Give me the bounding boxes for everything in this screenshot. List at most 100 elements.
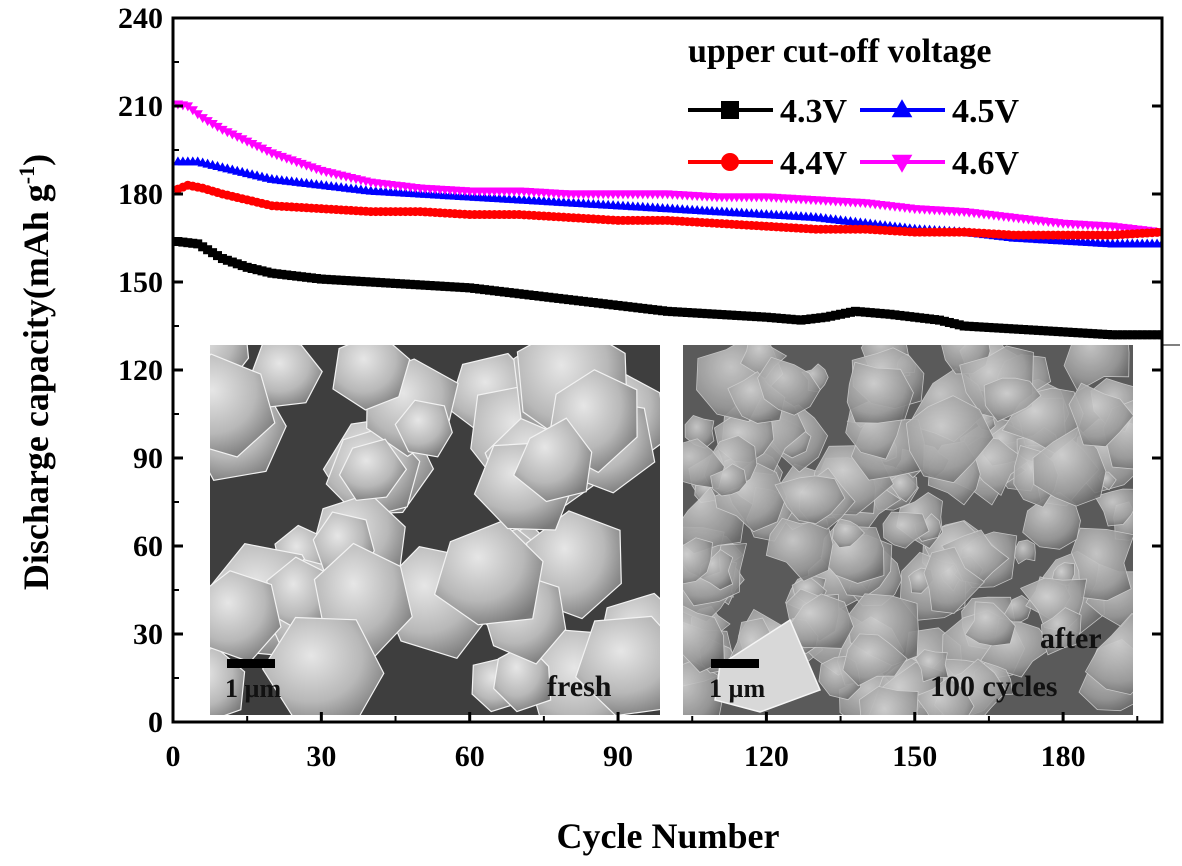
data-point	[944, 317, 954, 327]
data-point	[257, 266, 267, 276]
data-point	[391, 278, 401, 288]
series-layer	[173, 100, 1162, 340]
data-point	[811, 313, 821, 323]
y-axis-title: Discharge capacity(mAh g-1)	[14, 154, 56, 590]
data-point	[648, 305, 658, 315]
data-point	[875, 308, 885, 318]
data-point	[1132, 330, 1142, 340]
y-tick-label: 240	[118, 2, 163, 35]
data-point	[420, 280, 430, 290]
data-point	[722, 310, 732, 320]
data-point	[489, 286, 499, 296]
sem-image-after	[683, 345, 1133, 715]
data-point	[227, 130, 238, 140]
y-tick-label: 210	[118, 90, 163, 123]
data-point	[910, 312, 920, 322]
x-tick-label: 120	[744, 740, 789, 773]
data-point	[1127, 330, 1137, 340]
data-point	[836, 309, 846, 319]
data-point	[499, 287, 509, 297]
data-point	[193, 239, 203, 249]
data-point	[237, 135, 248, 145]
degraded-grain	[1094, 488, 1133, 527]
data-point	[400, 279, 410, 289]
data-point	[672, 307, 682, 317]
data-point	[915, 313, 925, 323]
data-point	[623, 302, 633, 312]
data-point	[1068, 327, 1078, 337]
data-point	[939, 316, 949, 326]
data-point	[529, 290, 539, 300]
data-point	[806, 314, 816, 324]
degraded-grain	[1014, 539, 1036, 565]
data-point	[292, 271, 302, 281]
data-point	[213, 251, 223, 261]
data-point	[405, 279, 415, 289]
data-point	[930, 315, 940, 325]
legend-entry-4.6V: 4.6V	[860, 145, 1020, 182]
data-point	[934, 315, 944, 325]
data-point	[638, 303, 648, 313]
data-point	[534, 291, 544, 301]
data-point	[1019, 325, 1029, 335]
data-point	[890, 310, 900, 320]
legend-label: 4.3V	[780, 93, 848, 130]
data-point	[1137, 330, 1147, 340]
data-point	[752, 312, 762, 322]
data-point	[831, 310, 841, 320]
data-point	[272, 269, 282, 279]
data-point	[900, 311, 910, 321]
data-point	[559, 294, 569, 304]
data-point	[687, 308, 697, 318]
data-point	[954, 320, 964, 330]
data-point	[197, 114, 208, 124]
y-axis-title-main: Discharge capacity(mAh g	[16, 184, 56, 590]
data-point	[475, 284, 485, 294]
data-point	[287, 271, 297, 281]
data-point	[267, 268, 277, 278]
data-point	[256, 144, 268, 154]
degraded-grain	[1040, 607, 1082, 656]
data-point	[1043, 326, 1053, 336]
data-point	[212, 122, 223, 132]
data-point	[341, 276, 351, 286]
data-point	[920, 313, 930, 323]
data-point	[237, 261, 247, 271]
data-point	[222, 255, 232, 265]
sem-inset-after: 1 µm after 100 cycles	[683, 345, 1133, 715]
data-point	[801, 315, 811, 325]
scale-label-fresh: 1 µm	[225, 674, 281, 703]
data-point	[588, 298, 598, 308]
degraded-grain	[923, 546, 986, 614]
degraded-grain	[842, 633, 908, 687]
series-4.6V	[173, 100, 1162, 238]
data-point	[756, 312, 766, 322]
data-point	[816, 313, 826, 323]
data-point	[311, 273, 321, 283]
data-point	[524, 290, 534, 300]
data-point	[252, 265, 262, 275]
data-point	[593, 298, 603, 308]
data-point	[440, 281, 450, 291]
data-point	[435, 281, 445, 291]
degraded-grain	[846, 361, 914, 424]
data-point	[702, 309, 712, 319]
data-point	[316, 274, 326, 284]
crystal-grain	[210, 570, 282, 663]
data-point	[178, 237, 188, 247]
y-tick-label: 180	[118, 178, 163, 211]
data-point	[776, 313, 786, 323]
scale-bar-after	[711, 659, 759, 668]
data-point	[860, 307, 870, 317]
data-point	[905, 312, 915, 322]
data-point	[949, 319, 959, 329]
data-point	[514, 289, 524, 299]
data-point	[613, 300, 623, 310]
data-point	[1048, 326, 1058, 336]
x-tick-label: 150	[892, 740, 937, 773]
data-point	[202, 117, 213, 127]
crystal-grain	[433, 520, 544, 626]
data-point	[578, 296, 588, 306]
data-point	[494, 286, 504, 296]
degraded-grain	[1068, 382, 1133, 448]
